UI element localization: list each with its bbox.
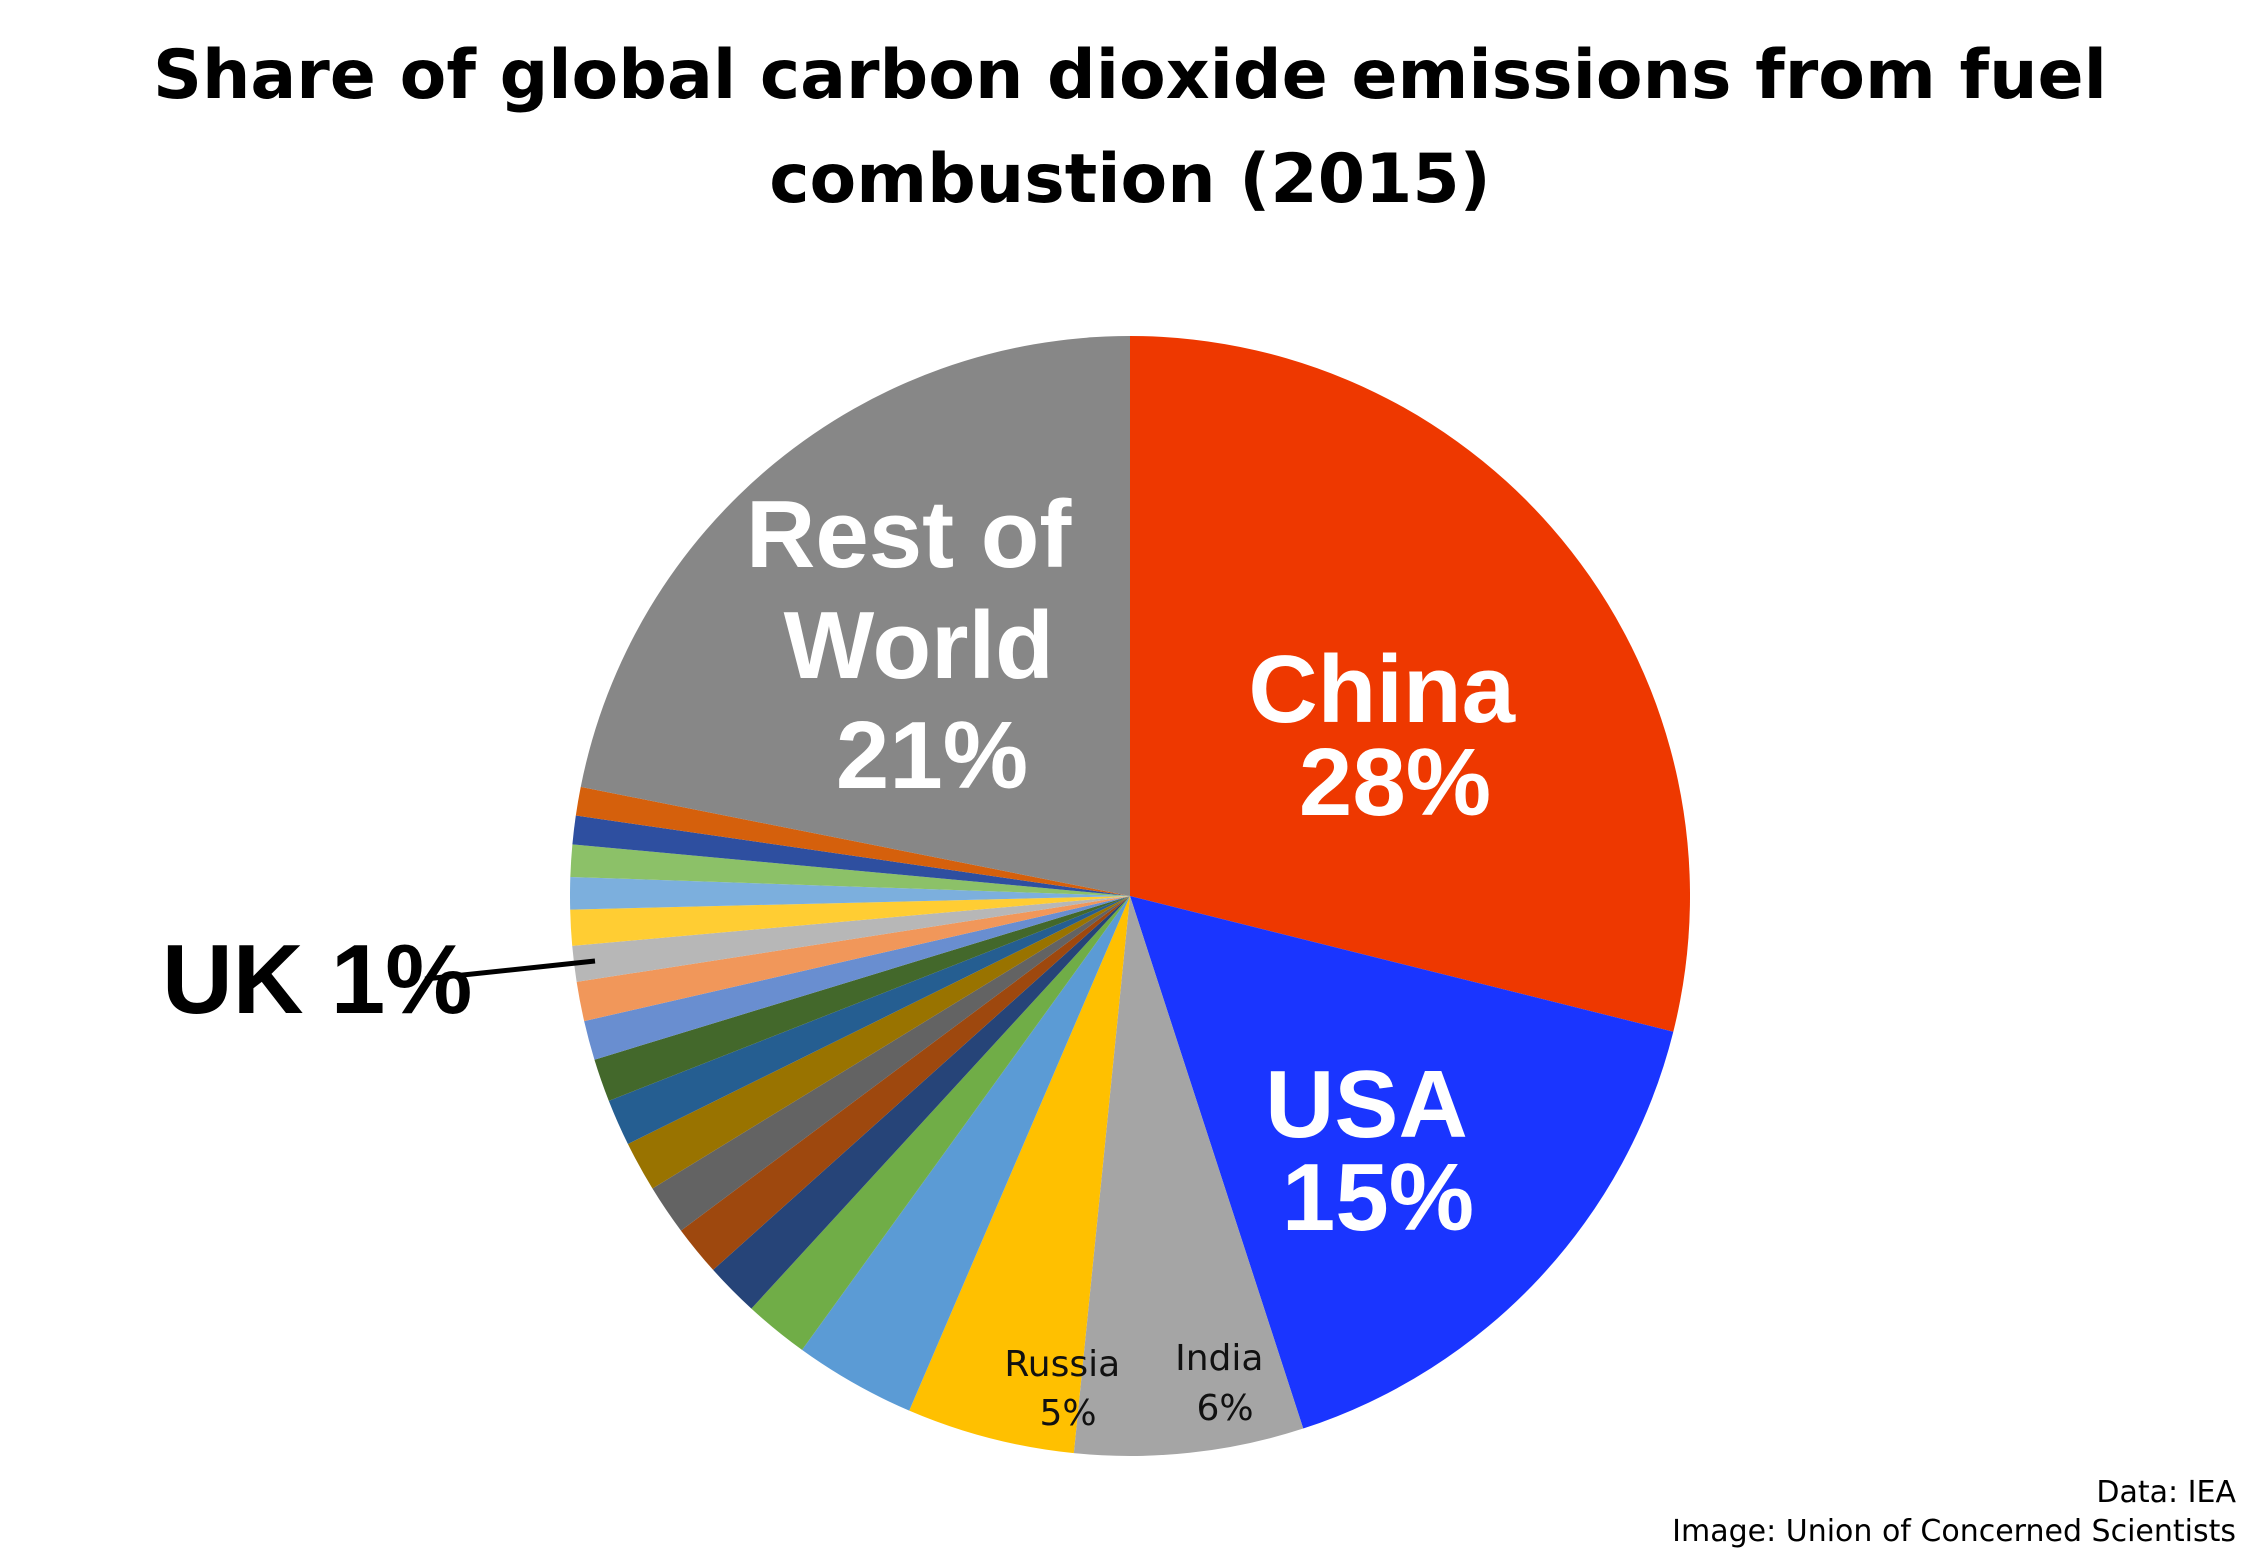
russia-label-value: 5% — [1039, 1393, 1096, 1434]
pie-slice-21 — [580, 336, 1130, 896]
pie-slice-2 — [1130, 896, 1674, 1429]
rest-of-world-label-line-1: Rest of — [746, 481, 1072, 588]
russia-label-name: Russia — [1004, 1344, 1120, 1385]
pie-slice-6 — [751, 896, 1130, 1350]
usa-label: USA 15% — [1265, 1051, 1491, 1251]
pie-slice-13 — [584, 896, 1130, 1060]
usa-label-name: USA — [1265, 1051, 1465, 1158]
pie-slice-20 — [575, 786, 1130, 896]
russia-label: Russia 5% — [1004, 1344, 1131, 1434]
chart-title-line-2: combustion (2015) — [769, 140, 1490, 219]
pie-slice-7 — [713, 896, 1130, 1309]
pie-slice-8 — [680, 896, 1130, 1270]
pie-slice-17 — [570, 876, 1130, 910]
rest-of-world-label: Rest of World 21% — [746, 481, 1098, 809]
china-label: China 28% — [1248, 636, 1541, 836]
uk-callout-label: UK 1% — [162, 924, 472, 1034]
pie-slice-19 — [572, 815, 1130, 896]
image-source-credit: Image: Union of Concerned Scientists — [1672, 1514, 2236, 1549]
pie-slice-14 — [576, 896, 1130, 1022]
pie-slice-3 — [1073, 896, 1304, 1456]
china-label-value: 28% — [1299, 729, 1491, 836]
india-label-name: India — [1175, 1338, 1263, 1379]
pie-slice-1 — [1130, 336, 1691, 1032]
uk-callout: UK 1% — [162, 924, 596, 1034]
india-label: India 6% — [1175, 1338, 1275, 1429]
pie-slice-5 — [802, 896, 1130, 1411]
china-label-name: China — [1248, 636, 1515, 743]
pie-slice-10 — [627, 896, 1130, 1189]
pie-slice-18 — [570, 844, 1130, 896]
pie-slice-9 — [652, 896, 1130, 1231]
source-credits: Data: IEA Image: Union of Concerned Scie… — [1672, 1475, 2236, 1549]
pie-slice-11 — [608, 896, 1130, 1144]
pie-slice-15 — [572, 896, 1130, 982]
uk-callout-leader-line — [424, 958, 596, 982]
pie-slice-16 — [570, 896, 1130, 946]
slice-labels: China 28% USA 15% India 6% Russia 5% Res… — [746, 481, 1541, 1434]
pie-slices — [570, 336, 1691, 1456]
chart-title-line-1: Share of global carbon dioxide emissions… — [153, 36, 2107, 115]
rest-of-world-label-line-2: World — [784, 592, 1054, 699]
rest-of-world-label-line-3: 21% — [836, 702, 1028, 809]
pie-slice-12 — [594, 896, 1130, 1101]
usa-label-value: 15% — [1282, 1144, 1474, 1251]
pie-slice-4 — [909, 896, 1130, 1454]
chart-title: Share of global carbon dioxide emissions… — [153, 36, 2107, 219]
india-label-value: 6% — [1196, 1388, 1253, 1429]
data-source-credit: Data: IEA — [2096, 1475, 2236, 1510]
